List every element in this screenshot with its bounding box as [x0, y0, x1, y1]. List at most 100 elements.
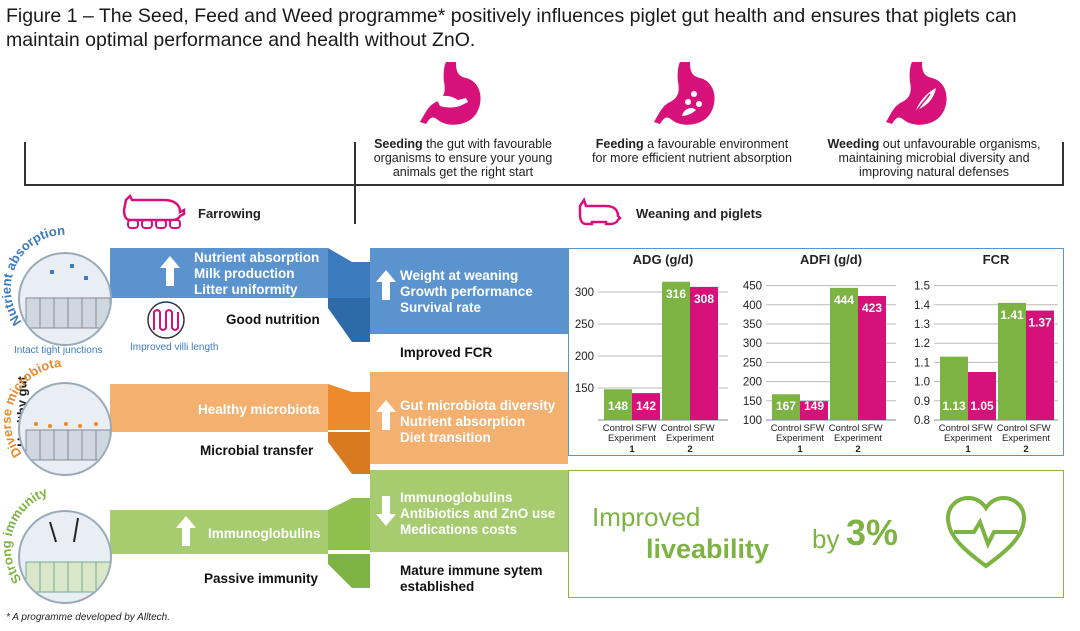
chart-title: ADFI (g/d)	[800, 252, 862, 267]
liveability-value: 3%	[846, 512, 899, 553]
nutrient-arrow-connector	[328, 248, 370, 342]
y-tick-label: 250	[575, 319, 594, 331]
nutrient-farrowing-band	[110, 248, 328, 298]
section-weaning: Weaning and piglets	[636, 206, 763, 221]
y-tick-label: 0.8	[914, 415, 930, 427]
microbiota-weaning-band	[370, 372, 568, 464]
nutrient-weaning-band	[370, 248, 568, 334]
x-category-label: Control	[829, 423, 860, 434]
x-axis-label: Experiment	[608, 433, 656, 444]
nutrient-weaning-item-1: Weight at weaning	[400, 268, 519, 283]
x-category-label: Control	[661, 423, 692, 434]
bar	[772, 394, 800, 420]
y-tick-label: 0.9	[914, 396, 930, 408]
up-arrow-icon	[160, 256, 180, 286]
x-category-label: SFW	[861, 423, 882, 434]
liveability-panel	[568, 470, 1064, 598]
immunity-weaning-sub: Mature immune sytem established	[400, 563, 543, 594]
microbiota-circle-label: Diverse microbiota	[0, 358, 63, 461]
x-axis-label: Experiment	[666, 433, 714, 444]
y-tick-label: 1.1	[914, 357, 930, 369]
microbiota-farrowing-band	[110, 384, 328, 432]
bar	[858, 295, 886, 420]
microbiota-gut-illustration	[18, 382, 112, 476]
bar	[830, 287, 858, 420]
x-category-label: SFW	[693, 423, 714, 434]
bar-value-label: 167	[776, 399, 796, 413]
chart-title: ADG (g/d)	[633, 252, 694, 267]
microbiota-weaning-item-2: Nutrient absorption	[400, 414, 526, 429]
nutrient-farrowing-item-3: Litter uniformity	[194, 282, 298, 297]
y-tick-label: 400	[743, 300, 762, 312]
bar-value-label: 149	[804, 399, 824, 413]
microbiota-arrow-connector	[328, 384, 370, 474]
y-tick-label: 1.3	[914, 319, 930, 331]
x-category-label: Control	[997, 423, 1028, 434]
x-axis-label: Experiment	[776, 433, 824, 444]
left-divider-top	[24, 142, 26, 184]
bar-value-label: 148	[608, 399, 628, 413]
bar	[968, 372, 996, 420]
x-category-label: SFW	[635, 423, 656, 434]
microbiota-farrowing-item-1: Healthy microbiota	[198, 402, 320, 417]
bar-value-label: 316	[666, 287, 686, 301]
piglet-icon	[578, 197, 622, 226]
x-axis-label: Experiment	[834, 433, 882, 444]
y-tick-label: 100	[743, 415, 762, 427]
header-divider	[24, 184, 1064, 186]
x-category-label: Control	[939, 423, 970, 434]
section-farrowing: Farrowing	[198, 206, 261, 221]
villi-icon	[147, 301, 185, 339]
y-tick-label: 150	[743, 396, 762, 408]
nutrient-gut-illustration	[18, 252, 112, 346]
immunity-weaning-item-3: Medications costs	[400, 522, 518, 537]
liveability-by: by	[812, 524, 840, 554]
stomach-drops-icon	[654, 62, 715, 125]
bar	[998, 302, 1026, 420]
nutrient-weaning-item-2: Growth performance	[400, 284, 533, 299]
stomach-leaf-icon	[886, 62, 947, 125]
immunity-farrowing-band	[110, 510, 328, 554]
bar	[604, 389, 632, 420]
y-tick-label: 1.2	[914, 338, 930, 350]
experiment-group-label: 1	[797, 444, 803, 455]
experiment-group-label: 2	[1023, 444, 1028, 455]
bar-value-label: 308	[694, 292, 714, 306]
bar	[1026, 310, 1054, 420]
experiment-group-label: 1	[965, 444, 971, 455]
immunity-farrowing-sub: Passive immunity	[204, 571, 319, 586]
charts-panel	[568, 248, 1064, 456]
y-tick-label: 200	[743, 377, 762, 389]
heart-pulse-icon	[945, 495, 1027, 569]
bar	[690, 286, 718, 420]
right-divider	[1062, 142, 1064, 184]
nutrient-weaning-item-3: Survival rate	[400, 300, 482, 315]
microbiota-farrowing-sub: Microbial transfer	[200, 443, 314, 458]
x-category-label: SFW	[803, 423, 824, 434]
immunity-gut-illustration	[18, 510, 112, 604]
nutrient-farrowing-sub: Good nutrition	[226, 312, 320, 327]
up-arrow-icon	[376, 270, 396, 300]
experiment-group-label: 2	[687, 444, 692, 455]
y-tick-label: 1.5	[914, 281, 930, 293]
svg-text:Diverse microbiota: Diverse microbiota	[0, 358, 63, 461]
bar-value-label: 1.41	[1000, 308, 1024, 322]
y-tick-label: 200	[575, 351, 594, 363]
annotation-villi-length: Improved villi length	[130, 342, 219, 353]
y-tick-label: 300	[743, 338, 762, 350]
figure-title: Figure 1 – The Seed, Feed and Weed progr…	[6, 5, 1017, 51]
microbiota-weaning-item-1: Gut microbiota diversity	[400, 398, 556, 413]
liveability-line2: liveability	[646, 534, 770, 564]
up-arrow-icon	[176, 516, 196, 546]
x-category-label: SFW	[971, 423, 992, 434]
phase-feeding-text: Feeding a favourable environment for mor…	[592, 137, 792, 165]
immunity-weaning-band	[370, 470, 568, 552]
y-tick-label: 150	[575, 383, 594, 395]
sow-piglets-icon	[122, 194, 186, 229]
bar-value-label: 1.13	[942, 399, 966, 413]
down-arrow-icon	[376, 496, 396, 526]
center-divider	[354, 142, 356, 224]
bar-value-label: 423	[862, 301, 882, 315]
bar-value-label: 444	[834, 293, 854, 307]
nutrient-farrowing-item-1: Nutrient absorption	[194, 250, 320, 265]
